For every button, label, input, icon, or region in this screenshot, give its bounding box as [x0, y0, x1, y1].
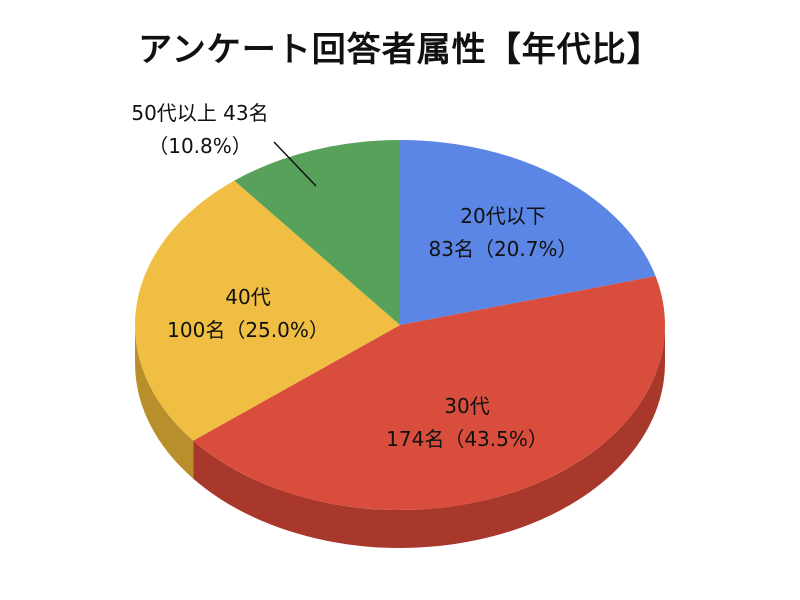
slice-40s-label: 40代 100名（25.0%）: [167, 285, 329, 342]
slice-50s-over: [234, 140, 400, 325]
slice-30s-label-line: 30代: [444, 394, 489, 418]
slice-30s-label-line: 174名（43.5%）: [386, 427, 548, 451]
chart-title: アンケート回答者属性【年代比】: [138, 30, 662, 70]
slice-40s-side: [135, 325, 194, 479]
pie-slices: [135, 140, 665, 510]
slice-20s-under-label-line: 83名（20.7%）: [429, 237, 578, 261]
slice-50s-over-label-line: 50代以上 43名: [131, 101, 268, 125]
slice-40s: [135, 180, 400, 441]
slice-40s-label-line: 100名（25.0%）: [167, 318, 329, 342]
slice-20s-under: [400, 140, 656, 325]
slice-30s-side: [193, 325, 665, 549]
slice-50s-over-label-line: （10.8%）: [148, 134, 252, 158]
slice-20s-under-label: 20代以下 83名（20.7%）: [429, 204, 578, 261]
pie-sides: [135, 325, 665, 549]
slice-30s-label: 30代 174名（43.5%）: [386, 394, 548, 451]
slice-labels: 20代以下 83名（20.7%） 30代 174名（43.5%） 40代 100名（25.…: [131, 101, 577, 451]
leader-line-50s: [273, 141, 317, 187]
slice-50s-over-label: 50代以上 43名 （10.8%）: [131, 101, 268, 158]
slice-40s-label-line: 40代: [225, 285, 270, 309]
slice-20s-under-label-line: 20代以下: [460, 204, 545, 228]
slice-30s: [193, 276, 665, 510]
